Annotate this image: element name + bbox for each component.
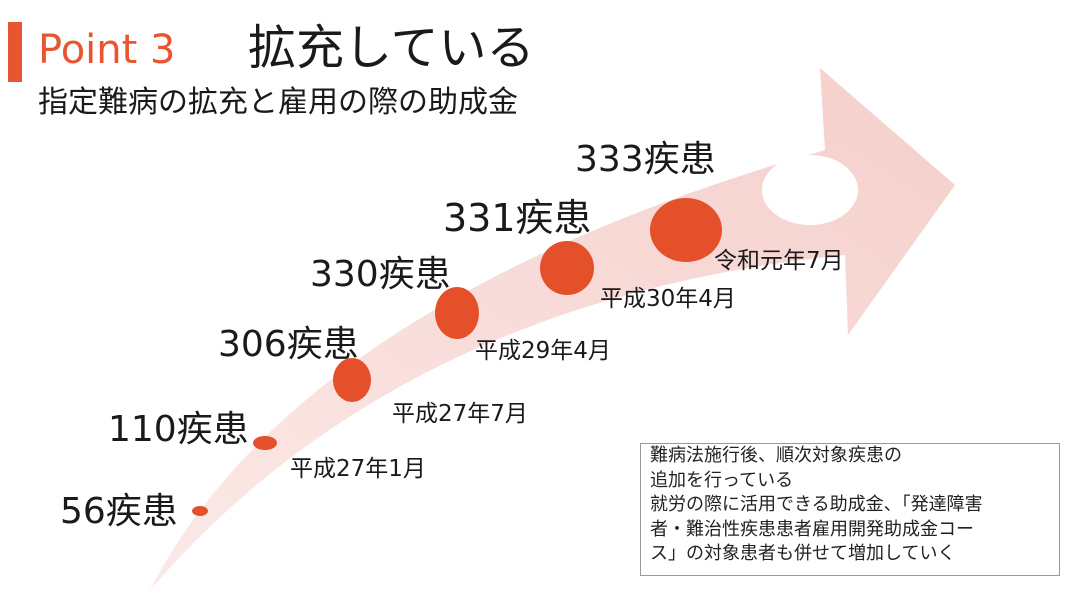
milestone-dot: [333, 358, 371, 402]
note-line: 就労の際に活用できる助成金、「発達障害: [650, 494, 983, 515]
note-line: ス」の対象患者も併せて増加していく: [650, 543, 956, 564]
subtitle: 指定難病の拡充と雇用の際の助成金: [38, 85, 518, 120]
milestone-dot: [650, 198, 722, 262]
title: 拡充している: [248, 20, 535, 76]
growth-arrow: [150, 68, 955, 590]
note-line: 難病法施行後、順次対象疾患の: [650, 445, 902, 466]
point-label: Point 3: [38, 27, 176, 73]
milestone-date: 平成27年7月: [392, 401, 528, 427]
milestone-label: 331疾患: [443, 196, 592, 240]
milestone-date: 平成27年1月: [290, 456, 426, 482]
milestone-label: 110疾患: [108, 409, 249, 450]
accent-bar: [8, 22, 22, 82]
future-dot: [762, 155, 858, 225]
milestone-date: 平成29年4月: [475, 338, 611, 364]
milestone-dot: [435, 287, 479, 339]
note-line: 者・難治性疾患患者雇用開発助成金コー: [650, 518, 974, 540]
note-line: 追加を行っている: [650, 469, 794, 491]
milestone-date: 平成30年4月: [600, 286, 736, 312]
milestone-date: 令和元年7月: [714, 248, 844, 274]
milestone-dot: [540, 241, 594, 295]
milestone-dot: [253, 436, 277, 450]
milestone-label: 330疾患: [310, 254, 451, 295]
milestone-label: 56疾患: [60, 491, 178, 532]
milestone-label: 333疾患: [575, 139, 716, 180]
milestone-label: 306疾患: [218, 324, 359, 365]
note-box: 難病法施行後、順次対象疾患の 追加を行っている 就労の際に活用できる助成金、「発…: [640, 443, 1060, 576]
milestone-dot: [192, 506, 208, 516]
